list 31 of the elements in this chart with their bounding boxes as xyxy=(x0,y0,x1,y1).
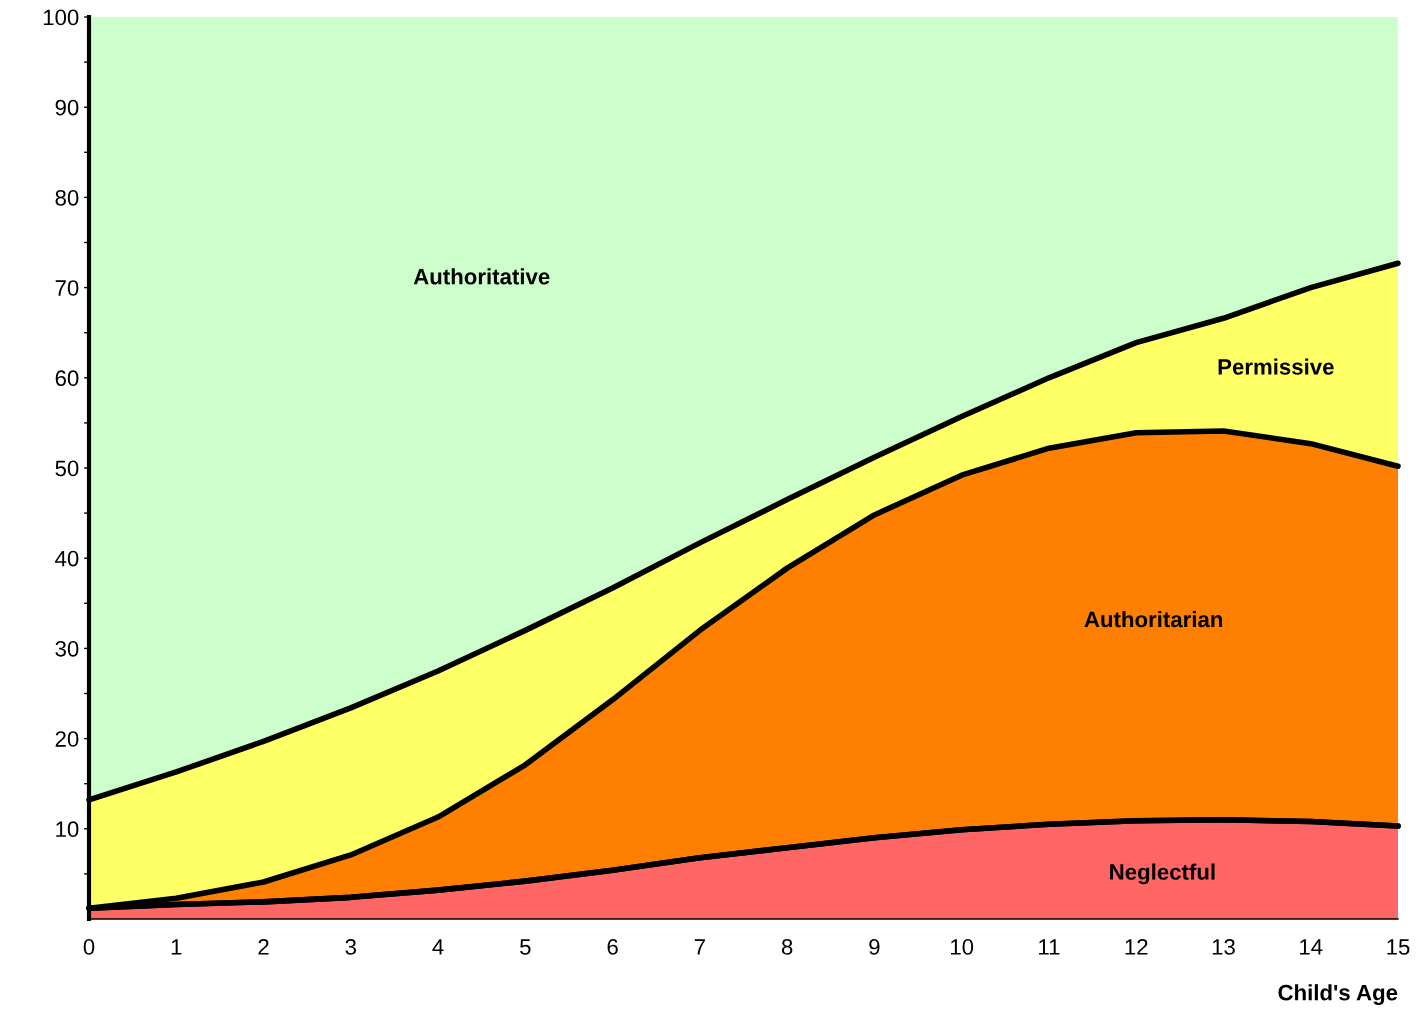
y-tick-label: 60 xyxy=(55,370,79,387)
y-tick-label: 10 xyxy=(56,821,79,838)
x-tick-label: 0 xyxy=(83,939,95,955)
x-tick-label: 7 xyxy=(694,939,705,955)
y-tick-label: 90 xyxy=(55,99,79,116)
x-tick-label: 9 xyxy=(869,939,880,955)
series-label: Authoritarian xyxy=(1084,610,1223,628)
x-tick-label: 11 xyxy=(1039,939,1060,955)
x-tick-label: 14 xyxy=(1300,939,1323,955)
x-tick-label: 4 xyxy=(432,939,444,955)
y-tick-label: 80 xyxy=(55,189,79,206)
x-axis-title: Child's Age xyxy=(1278,984,1398,1005)
x-tick-label: 1 xyxy=(171,939,182,955)
x-tick-label: 5 xyxy=(520,939,531,955)
series-label: Permissive xyxy=(1218,358,1334,375)
x-tick-label: 6 xyxy=(607,939,618,955)
x-tick-label: 8 xyxy=(781,939,793,955)
series-label: Neglectful xyxy=(1110,863,1215,885)
x-tick-label: 15 xyxy=(1387,939,1410,955)
y-tick-label: 20 xyxy=(55,731,79,747)
x-tick-label: 3 xyxy=(345,939,356,955)
x-tick-label: 2 xyxy=(258,939,269,955)
x-tick-label: 13 xyxy=(1212,939,1235,955)
y-tick-label: 40 xyxy=(55,550,79,567)
y-tick-label: 50 xyxy=(55,460,79,477)
series-label: Authoritative xyxy=(413,268,550,285)
x-tick-label: 10 xyxy=(951,939,974,955)
y-tick-label: 100 xyxy=(43,9,79,26)
y-tick-label: 30 xyxy=(55,640,79,657)
x-tick-label: 12 xyxy=(1125,939,1148,955)
y-tick-label: 70 xyxy=(55,280,79,296)
